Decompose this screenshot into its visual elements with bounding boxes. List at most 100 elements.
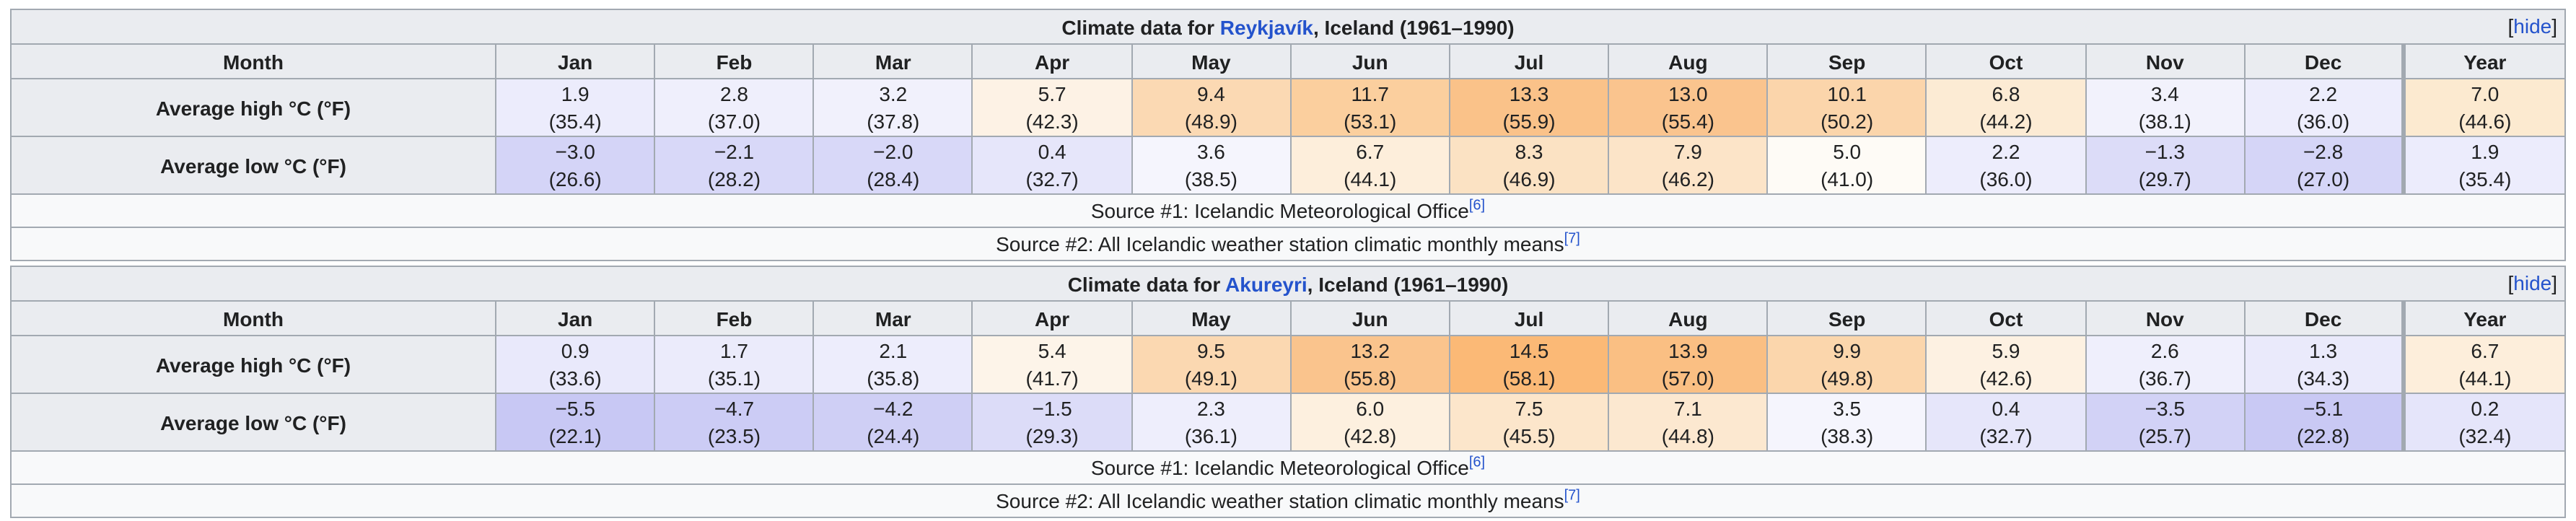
caption-prefix: Climate data for: [1061, 15, 1220, 38]
reference-link-6[interactable]: [6]: [1468, 455, 1486, 471]
avg-high-row: Average high °C (°F) 1.9 (35.4) 2.8 (37.…: [10, 78, 2567, 137]
temp-cell-high-dec: 2.2 (36.0): [2243, 78, 2404, 137]
temp-cell-low-feb: −2.1 (28.2): [654, 136, 815, 195]
temp-cell-low-mar: −4.2 (24.4): [812, 393, 973, 452]
source-cell: Source #1: Icelandic Meteorological Offi…: [10, 193, 2566, 228]
temp-cell-low-may: 2.3 (36.1): [1131, 393, 1292, 452]
col-header-mar: Mar: [812, 300, 973, 336]
row-label-avg-high: Average high °C (°F): [10, 335, 496, 394]
temp-cell-low-aug: 7.9 (46.2): [1608, 136, 1769, 195]
month-header-row: Month Jan Feb Mar Apr May Jun Jul Aug Se…: [10, 300, 2567, 336]
month-header-row: Month Jan Feb Mar Apr May Jun Jul Aug Se…: [10, 43, 2567, 79]
col-header-aug: Aug: [1608, 300, 1769, 336]
temp-cell-low-jan: −5.5 (22.1): [494, 393, 656, 452]
source-cell: Source #2: All Icelandic weather station…: [10, 483, 2566, 518]
temp-cell-low-jul: 7.5 (45.5): [1448, 393, 1610, 452]
temp-cell-high-may: 9.5 (49.1): [1131, 335, 1292, 394]
col-header-sep: Sep: [1766, 43, 1927, 79]
temp-cell-low-mar: −2.0 (28.4): [812, 136, 973, 195]
temp-cell-high-nov: 2.6 (36.7): [2085, 335, 2246, 394]
temp-cell-low-year: 0.2 (32.4): [2401, 393, 2567, 452]
col-header-apr: Apr: [971, 300, 1133, 336]
col-header-nov: Nov: [2085, 43, 2246, 79]
source-text: Source #1: Icelandic Meteorological Offi…: [1090, 456, 1469, 479]
temp-cell-low-jan: −3.0 (26.6): [494, 136, 656, 195]
month-column-header: Month: [10, 43, 496, 79]
source-text: Source #2: All Icelandic weather station…: [996, 489, 1564, 512]
temp-cell-high-apr: 5.4 (41.7): [971, 335, 1133, 394]
col-header-jan: Jan: [494, 43, 656, 79]
caption-row: Climate data for Akureyri, Iceland (1961…: [10, 266, 2566, 302]
temp-cell-high-feb: 1.7 (35.1): [654, 335, 815, 394]
city-link-reykjavik[interactable]: Reykjavík: [1219, 15, 1313, 38]
hide-toggle[interactable]: [hide]: [2508, 14, 2558, 38]
temp-cell-low-feb: −4.7 (23.5): [654, 393, 815, 452]
temp-cell-high-sep: 10.1 (50.2): [1766, 78, 1927, 137]
reference-link-7[interactable]: [7]: [1564, 488, 1580, 504]
hide-toggle[interactable]: [hide]: [2508, 271, 2558, 294]
col-header-dec: Dec: [2243, 43, 2404, 79]
temp-cell-high-year: 7.0 (44.6): [2401, 78, 2567, 137]
temp-cell-high-sep: 9.9 (49.8): [1766, 335, 1927, 394]
avg-low-row: Average low °C (°F) −5.5 (22.1) −4.7 (23…: [10, 393, 2567, 452]
temp-cell-low-nov: −3.5 (25.7): [2085, 393, 2246, 452]
col-header-jul: Jul: [1448, 300, 1610, 336]
month-column-header: Month: [10, 300, 496, 336]
source-row-1: Source #1: Icelandic Meteorological Offi…: [10, 450, 2566, 485]
temp-cell-low-year: 1.9 (35.4): [2401, 136, 2567, 195]
temp-cell-low-apr: −1.5 (29.3): [971, 393, 1133, 452]
temp-cell-high-year: 6.7 (44.1): [2401, 335, 2567, 394]
temp-cell-high-aug: 13.0 (55.4): [1608, 78, 1769, 137]
hide-bracket-open: [: [2507, 271, 2514, 294]
temp-cell-low-nov: −1.3 (29.7): [2085, 136, 2246, 195]
reference-link-6[interactable]: [6]: [1468, 198, 1486, 214]
temp-cell-high-apr: 5.7 (42.3): [971, 78, 1133, 137]
temp-cell-low-sep: 5.0 (41.0): [1766, 136, 1927, 195]
col-header-jul: Jul: [1448, 43, 1610, 79]
temp-cell-high-mar: 2.1 (35.8): [812, 335, 973, 394]
col-header-feb: Feb: [654, 300, 815, 336]
col-header-may: May: [1131, 43, 1292, 79]
temp-cell-high-oct: 6.8 (44.2): [1925, 78, 2087, 137]
temp-cell-high-jan: 1.9 (35.4): [494, 78, 656, 137]
caption-suffix: , Iceland (1961–1990): [1307, 272, 1509, 295]
temp-cell-low-jun: 6.7 (44.1): [1289, 136, 1450, 195]
temp-cell-high-may: 9.4 (48.9): [1131, 78, 1292, 137]
temp-cell-high-jan: 0.9 (33.6): [494, 335, 656, 394]
source-text: Source #2: All Icelandic weather station…: [996, 232, 1564, 255]
row-label-avg-low: Average low °C (°F): [10, 393, 496, 452]
col-header-feb: Feb: [654, 43, 815, 79]
hide-bracket-close: ]: [2551, 271, 2557, 294]
col-header-mar: Mar: [812, 43, 973, 79]
hide-link[interactable]: hide: [2513, 14, 2552, 38]
caption-prefix: Climate data for: [1067, 272, 1226, 295]
temp-cell-high-jun: 13.2 (55.8): [1289, 335, 1450, 394]
col-header-jun: Jun: [1289, 300, 1450, 336]
temp-cell-high-feb: 2.8 (37.0): [654, 78, 815, 137]
climate-table-akureyri: Climate data for Akureyri, Iceland (1961…: [10, 266, 2567, 518]
col-header-dec: Dec: [2243, 300, 2404, 336]
table-caption: Climate data for Reykjavík, Iceland (196…: [10, 9, 2566, 45]
caption-row: Climate data for Reykjavík, Iceland (196…: [10, 9, 2566, 45]
col-header-may: May: [1131, 300, 1292, 336]
temp-cell-high-oct: 5.9 (42.6): [1925, 335, 2087, 394]
city-link-akureyri[interactable]: Akureyri: [1225, 272, 1307, 295]
col-header-aug: Aug: [1608, 43, 1769, 79]
temp-cell-high-jul: 14.5 (58.1): [1448, 335, 1610, 394]
reference-link-7[interactable]: [7]: [1564, 231, 1580, 248]
temp-cell-low-may: 3.6 (38.5): [1131, 136, 1292, 195]
col-header-sep: Sep: [1766, 300, 1927, 336]
temp-cell-low-dec: −5.1 (22.8): [2243, 393, 2404, 452]
hide-link[interactable]: hide: [2513, 271, 2552, 294]
row-label-avg-low: Average low °C (°F): [10, 136, 496, 195]
col-header-jan: Jan: [494, 300, 656, 336]
temp-cell-high-jul: 13.3 (55.9): [1448, 78, 1610, 137]
source-row-2: Source #2: All Icelandic weather station…: [10, 227, 2566, 261]
col-header-year: Year: [2401, 300, 2567, 336]
table-caption: Climate data for Akureyri, Iceland (1961…: [10, 266, 2566, 302]
col-header-nov: Nov: [2085, 300, 2246, 336]
col-header-jun: Jun: [1289, 43, 1450, 79]
avg-low-row: Average low °C (°F) −3.0 (26.6) −2.1 (28…: [10, 136, 2567, 195]
col-header-apr: Apr: [971, 43, 1133, 79]
